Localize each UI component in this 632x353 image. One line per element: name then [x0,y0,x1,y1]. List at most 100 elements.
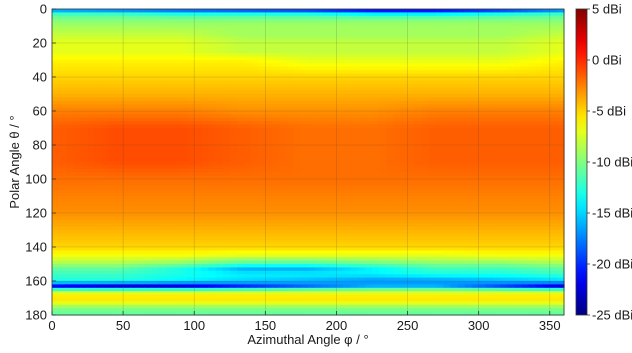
heatmap-cell [336,22,345,27]
heatmap-cell [507,141,515,146]
heatmap-cell [336,165,345,170]
heatmap-cell [549,12,558,17]
heatmap-cell [528,121,537,126]
heatmap-cell [87,73,96,78]
heatmap-cell [59,63,67,68]
heatmap-cell [279,131,288,136]
heatmap-cell [87,46,96,51]
heatmap-cell [286,206,295,211]
heatmap-cell [364,117,373,122]
heatmap-cell [293,32,302,37]
heatmap-cell [59,219,67,224]
heatmap-cell [123,172,131,177]
heatmap-cell [485,114,494,119]
heatmap-cell [201,43,210,47]
heatmap-cell [251,230,259,234]
heatmap-cell [428,97,437,102]
heatmap-cell [244,148,252,153]
heatmap-cell [59,124,67,129]
heatmap-cell [329,219,338,224]
heatmap-cell [187,32,195,37]
heatmap-cell [556,56,565,61]
heatmap-cell [428,216,437,221]
heatmap-cell [236,226,245,231]
heatmap-cell [521,192,530,197]
heatmap-cell [478,158,487,163]
heatmap-cell [507,226,515,231]
heatmap-cell [542,26,551,30]
heatmap-cell [208,100,217,105]
heatmap-cell [556,182,565,187]
heatmap-cell [322,87,330,92]
heatmap-cell [108,158,117,163]
heatmap-cell [208,219,217,224]
heatmap-cell [464,29,473,34]
heatmap-cell [116,158,124,163]
heatmap-cell [208,216,217,221]
heatmap-cell [471,158,480,163]
heatmap-cell [492,131,501,136]
heatmap-cell [108,179,117,183]
heatmap-cell [457,53,466,58]
heatmap-cell [165,111,174,115]
heatmap-cell [251,56,259,61]
heatmap-cell [94,128,103,132]
heatmap-cell [251,128,259,132]
heatmap-cell [322,148,330,153]
heatmap-cell [450,128,458,132]
heatmap-cell [372,155,380,160]
heatmap-cell [144,94,153,98]
heatmap-cell [180,148,188,153]
heatmap-cell [300,87,309,92]
heatmap-cell [222,36,231,41]
heatmap-cell [329,111,338,115]
heatmap-cell [386,39,394,44]
heatmap-cell [521,56,530,61]
heatmap-cell [52,145,60,149]
heatmap-cell [500,29,508,34]
heatmap-cell [492,22,501,27]
heatmap-cell [279,226,288,231]
heatmap-cell [208,138,217,143]
heatmap-cell [414,12,423,17]
heatmap-cell [59,49,67,54]
heatmap-cell [372,73,380,78]
heatmap-cell [265,134,274,139]
heatmap-cell [258,39,266,44]
heatmap-cell [436,111,444,115]
heatmap-cell [300,131,309,136]
heatmap-cell [364,199,373,204]
heatmap-cell [343,49,352,54]
heatmap-cell [208,39,217,44]
heatmap-cell [108,97,117,102]
heatmap-cell [308,209,316,214]
heatmap-cell [379,196,387,200]
heatmap-cell [514,77,522,81]
heatmap-cell [208,111,217,115]
heatmap-cell [521,114,530,119]
heatmap-cell [528,175,537,180]
heatmap-cell [59,73,67,78]
heatmap-cell [379,175,387,180]
heatmap-cell [187,29,195,34]
heatmap-cell [485,168,494,173]
heatmap-cell [151,151,160,156]
heatmap-cell [137,19,146,24]
heatmap-cell [471,97,480,102]
heatmap-cell [222,162,231,166]
heatmap-cell [443,206,451,211]
heatmap-cell [485,36,494,41]
heatmap-cell [372,117,380,122]
heatmap-cell [407,56,416,61]
heatmap-cell [549,202,558,207]
heatmap-cell [165,83,174,88]
heatmap-cell [279,107,288,112]
heatmap-cell [350,226,359,231]
heatmap-cell [180,185,188,190]
heatmap-cell [386,145,394,149]
heatmap-cell [322,97,330,102]
heatmap-cell [329,192,338,197]
heatmap-cell [507,155,515,160]
heatmap-cell [514,182,522,187]
heatmap-cell [194,165,202,170]
